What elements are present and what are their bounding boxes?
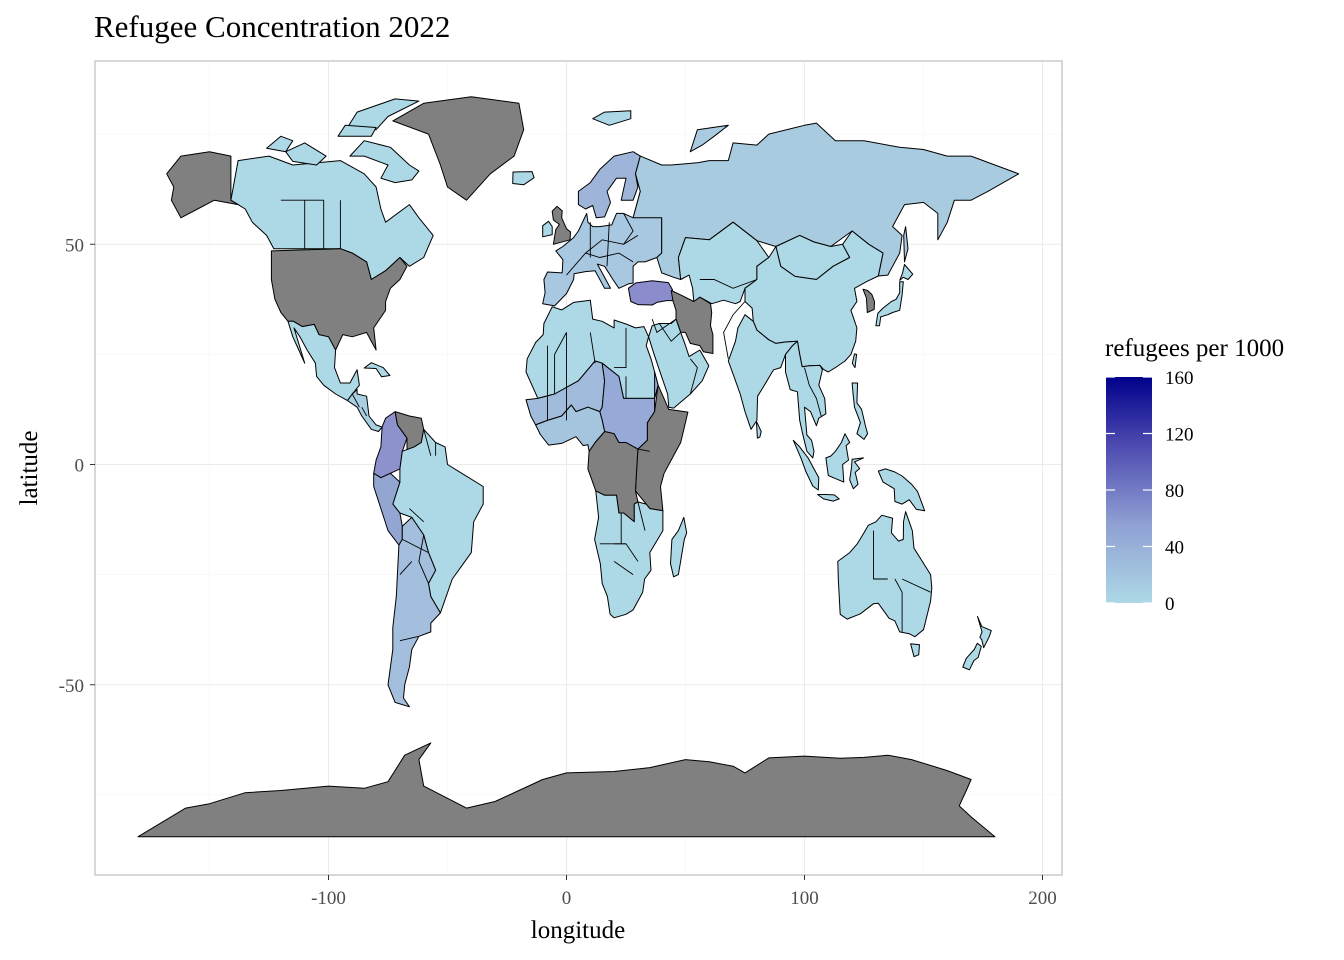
internal-border [399,635,420,642]
internal-border [623,213,634,245]
legend: refugees per 1000 160 120 80 40 0 [1105,335,1284,615]
region-ellesmere [347,98,420,131]
internal-border [409,508,425,523]
internal-border [585,252,634,263]
internal-border [723,301,746,359]
legend-title: refugees per 1000 [1105,335,1284,362]
x-tick-label: -100 [311,888,346,909]
region-sakhalin [903,226,909,263]
legend-label: 40 [1165,538,1184,559]
region-hokkaido [899,264,914,281]
region-madagascar [670,516,688,578]
region-turkey [627,280,674,306]
region-antarctica [137,742,996,838]
internal-border [351,393,360,408]
region-baffin-island [349,140,420,184]
y-axis: 50 0 -50 [59,235,95,697]
region-tasmania [910,643,920,658]
y-tick-label: 0 [75,456,85,477]
x-axis-title: longitude [531,917,625,944]
legend-label: 0 [1165,594,1175,615]
internal-border [566,235,639,276]
region-victoria-island [285,142,327,166]
internal-border [418,534,429,584]
region-chile-argentina [387,516,441,708]
region-australia [837,511,933,638]
region-iceland [512,171,535,186]
internal-border [804,367,822,417]
x-axis: -100 0 100 200 [311,875,1057,909]
internal-border [423,429,432,456]
region-philippines [851,382,869,440]
region-korea [862,288,875,313]
internal-border [699,279,758,289]
region-scandinavia [577,151,641,219]
region-devon-island [337,124,377,137]
internal-border [399,561,413,575]
internal-border [651,318,677,334]
region-southern-africa [594,490,664,619]
region-uk [551,205,571,245]
map-regions [137,96,1020,838]
region-cuba [363,362,391,378]
legend-label: 160 [1165,368,1194,389]
region-canada [230,155,434,280]
internal-border [894,578,903,632]
region-indonesia-java [817,494,840,502]
region-indonesia-sumatra [792,439,820,491]
region-central-america [347,389,383,432]
region-alaska [166,151,239,219]
y-tick-label: -50 [59,676,84,697]
region-novaya-zemlya [689,124,729,153]
internal-border [606,222,610,267]
region-greenland [392,96,525,201]
internal-border [689,358,698,395]
x-tick-label: 200 [1028,888,1057,909]
panel-border [94,60,1063,876]
chart-title: Refugee Concentration 2022 [94,9,450,44]
internal-border [554,332,567,394]
x-tick-label: 100 [790,888,819,909]
region-japan [875,281,904,327]
legend-label: 80 [1165,481,1184,502]
internal-border [361,406,367,417]
region-taiwan [851,353,858,369]
region-west-coast-africa [535,404,606,452]
internal-border [637,448,650,452]
y-tick-label: 50 [65,235,84,256]
y-axis-title: latitude [16,431,43,506]
internal-border [637,501,646,531]
region-borneo [825,433,851,483]
region-new-zealand-south [962,642,982,671]
region-new-zealand-north [977,616,992,649]
internal-border [658,323,682,342]
region-papua-new-guinea [877,468,926,512]
internal-border [901,578,931,593]
internal-border [402,538,429,554]
region-sulawesi [849,457,864,490]
region-ireland [542,220,553,238]
internal-border [614,327,627,369]
region-banks-island [266,135,294,153]
internal-border [613,561,634,575]
legend-label: 120 [1165,425,1194,446]
x-tick-label: 0 [562,888,572,909]
internal-border [873,530,888,580]
region-sri-lanka [755,420,762,439]
region-southeast-asia [785,340,827,459]
internal-border [589,332,596,364]
region-svalbard [592,110,632,126]
